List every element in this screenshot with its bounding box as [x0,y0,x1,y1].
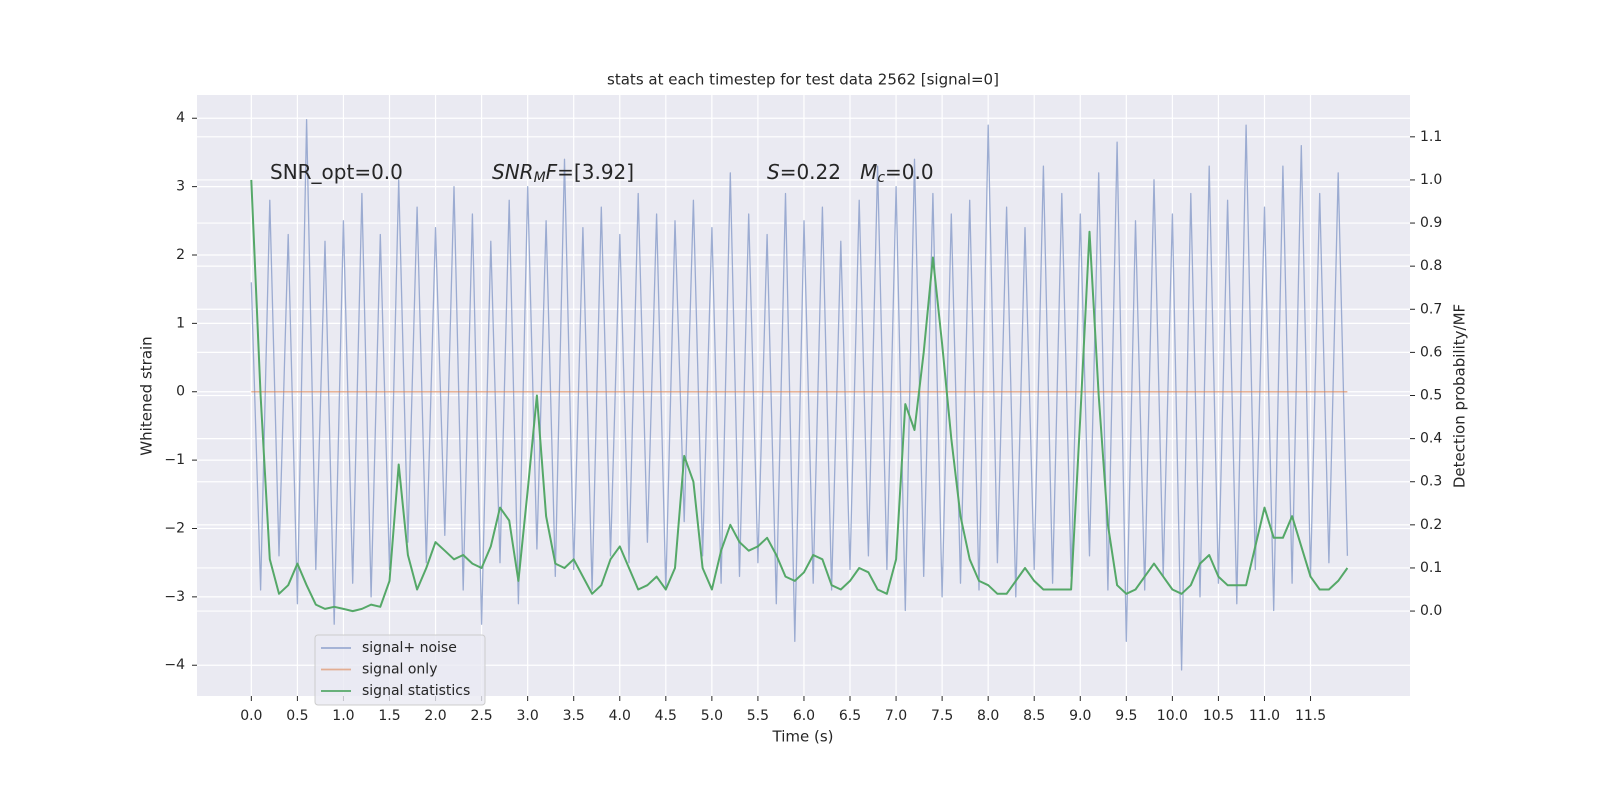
annotation-part: =[3.92] [557,160,634,184]
y-tick-label: −3 [164,589,185,605]
series-line [250,179,1349,613]
x-tick-label: 8.0 [977,708,999,724]
legend-label: signal only [362,662,437,678]
x-tick-label: 4.5 [655,708,677,724]
annotation: S=0.22 Mc=0.0 [767,160,934,187]
y-tick-label: −2 [164,520,185,536]
x-tick-label: 6.5 [839,708,861,724]
x-tick-label: 0.5 [286,708,308,724]
y2-tick-label: 0.6 [1420,344,1442,360]
y2-tick-label: 0.3 [1420,474,1442,490]
x-tick-label: 3.0 [517,708,539,724]
legend-label: signal+ noise [362,640,457,656]
x-tick-label: 3.5 [563,708,585,724]
annotation-part: SNR_opt=0.0 [270,160,403,184]
x-tick-label: 9.5 [1115,708,1137,724]
annotation-part: F [546,160,558,184]
x-tick-label: 11.0 [1249,708,1280,724]
y2-tick-label: 0.0 [1420,603,1442,619]
legend-box [314,634,486,706]
y2-tick-label: 0.1 [1420,560,1442,576]
x-tick-label: 4.0 [609,708,631,724]
y2-tick-label: 1.1 [1420,129,1442,145]
x-tick-label: 5.0 [701,708,723,724]
y-axis-label: Whitened strain [138,336,156,455]
x-tick-label: 8.5 [1023,708,1045,724]
annotation: SNRMF=[3.92] [492,160,634,187]
y2-tick-label: 0.5 [1420,388,1442,404]
y2-axis-label: Detection probability/MF [1451,304,1469,488]
x-tick-label: 6.0 [793,708,815,724]
x-axis-label: Time (s) [772,728,834,746]
y-tick-label: 4 [176,110,185,126]
chart-title: stats at each timestep for test data 256… [607,71,999,89]
x-tick-label: 11.5 [1295,708,1326,724]
y-tick-label: −4 [164,657,185,673]
annotation-part: c [877,170,885,186]
x-tick-label: 9.0 [1069,708,1091,724]
y2-tick-label: 0.8 [1420,258,1442,274]
y-tick-label: −1 [164,452,185,468]
annotation-part: =0.22 [780,160,860,184]
y2-tick-label: 1.0 [1420,172,1442,188]
y-tick-label: 2 [176,247,185,263]
annotation-part: S [767,160,780,184]
y-tick-label: 3 [176,179,185,195]
x-tick-label: 5.5 [747,708,769,724]
y2-tick-label: 0.4 [1420,431,1442,447]
y2-tick-label: 0.7 [1420,301,1442,317]
x-tick-label: 10.5 [1203,708,1234,724]
x-tick-label: 2.5 [470,708,492,724]
annotation-part: SNR [492,160,534,184]
legend-label: signal statistics [362,683,470,699]
y-tick-label: 1 [176,315,185,331]
annotation-part: M [860,160,877,184]
annotation: SNR_opt=0.0 [270,160,403,184]
y2-tick-label: 0.9 [1420,215,1442,231]
y-tick-label: 0 [176,384,185,400]
x-tick-label: 1.5 [378,708,400,724]
x-tick-label: 10.0 [1157,708,1188,724]
x-tick-label: 7.5 [931,708,953,724]
x-tick-label: 7.0 [885,708,907,724]
x-tick-label: 2.0 [424,708,446,724]
x-tick-label: 0.0 [240,708,262,724]
series-line [250,118,1349,671]
y2-tick-label: 0.2 [1420,517,1442,533]
x-tick-label: 1.0 [332,708,354,724]
annotation-part: M [534,170,546,186]
annotation-part: =0.0 [885,160,934,184]
